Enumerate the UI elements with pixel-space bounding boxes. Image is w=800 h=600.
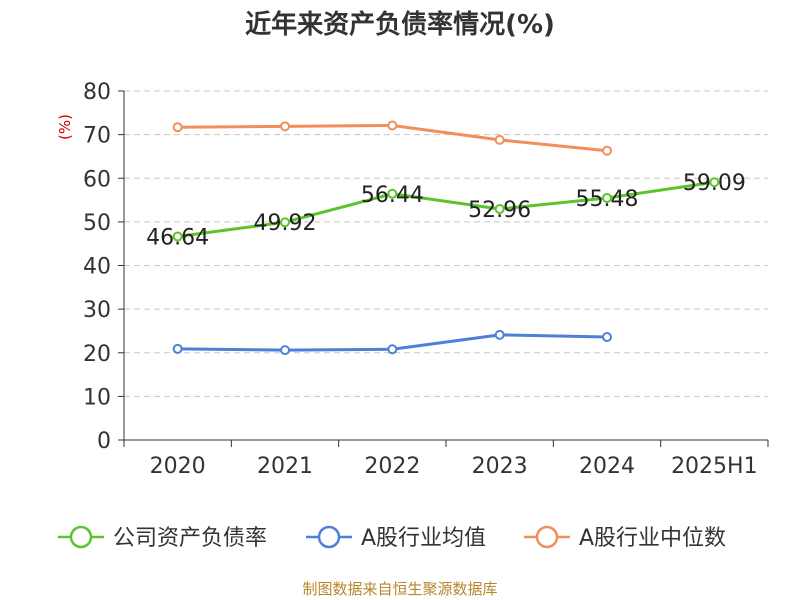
- data-point: [387, 188, 398, 199]
- data-point: [172, 231, 183, 242]
- series-line: [177, 180, 715, 239]
- data-point: [494, 329, 505, 340]
- data-point: [494, 203, 505, 214]
- legend-marker: [317, 525, 341, 549]
- data-label: 59.09: [683, 171, 746, 196]
- y-tick-label: 0: [97, 429, 111, 454]
- y-tick-label: 10: [83, 385, 111, 410]
- y-axis-unit: (%): [56, 114, 74, 140]
- data-point: [172, 122, 183, 133]
- data-point: [494, 134, 505, 145]
- y-tick-label: 40: [83, 255, 111, 280]
- legend-item[interactable]: 公司资产负债率: [58, 525, 267, 551]
- data-label: 56.44: [361, 183, 424, 208]
- grid-lines: [124, 90, 768, 397]
- data-point: [602, 145, 612, 156]
- legend-label: A股行业中位数: [579, 526, 726, 551]
- x-tick-label: 2021: [257, 454, 313, 479]
- x-tick-label: 2022: [364, 454, 420, 479]
- y-tick-label: 60: [83, 167, 111, 192]
- data-label: 55.48: [576, 187, 639, 212]
- data-label: 49.92: [254, 211, 317, 236]
- y-tick-label: 70: [83, 124, 111, 149]
- series-layer: 46.64 49.92 56.44 52.96 55.48 59.09: [146, 120, 746, 356]
- chart-title: 近年来资产负债率情况(%): [245, 9, 555, 40]
- x-tick-label: 2025H1: [671, 454, 758, 479]
- x-tick-label: 2023: [472, 454, 528, 479]
- data-point: [602, 192, 612, 203]
- data-point: [172, 343, 183, 354]
- axes: 0 10 20 30 40 50 60 70 80 2020 2021 2022 2023 2024 202…: [83, 80, 769, 479]
- data-point: [387, 344, 398, 355]
- legend-marker: [535, 525, 559, 549]
- x-tick-label: 2024: [579, 454, 635, 479]
- y-tick-label: 80: [83, 80, 111, 105]
- data-point: [280, 217, 290, 228]
- y-tick-label: 20: [83, 342, 111, 367]
- x-tick-label: 2020: [150, 454, 206, 479]
- legend[interactable]: 公司资产负债率 A股行业均值 A股行业中位数: [58, 525, 726, 551]
- legend-item[interactable]: A股行业中位数: [524, 525, 726, 551]
- data-point: [602, 332, 612, 343]
- data-point: [280, 121, 290, 132]
- data-label: 46.64: [146, 226, 209, 251]
- data-label: 52.96: [468, 198, 531, 223]
- legend-label: A股行业均值: [361, 526, 486, 551]
- legend-item[interactable]: A股行业均值: [306, 525, 486, 551]
- y-tick-label: 50: [83, 211, 111, 236]
- data-point: [280, 345, 290, 356]
- legend-label: 公司资产负债率: [113, 526, 267, 551]
- y-tick-label: 30: [83, 298, 111, 323]
- data-point: [709, 177, 720, 188]
- data-point: [387, 120, 398, 131]
- legend-marker: [69, 525, 93, 549]
- data-source-note: 制图数据来自恒生聚源数据库: [302, 580, 497, 598]
